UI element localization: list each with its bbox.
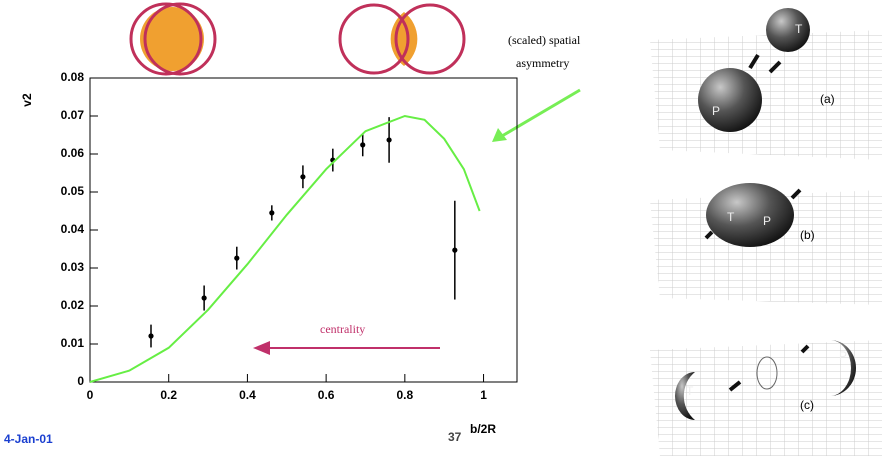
x-axis-label: b/2R: [470, 422, 496, 436]
y-tick-label: 0.03: [61, 260, 85, 274]
arrows: [253, 88, 581, 355]
y-tick-label: 0.06: [61, 146, 85, 160]
x-tick-label: 0.8: [396, 388, 413, 402]
nucleus-label: P: [839, 349, 847, 363]
x-tick-label: 0.2: [160, 388, 177, 402]
data-point: [360, 142, 366, 148]
x-tick-label: 0.4: [239, 388, 256, 402]
data-point: [234, 255, 240, 261]
page-number: 37: [448, 430, 462, 444]
plot-frame: [89, 77, 518, 383]
nucleus-label: P: [712, 104, 720, 118]
data-point: [452, 247, 458, 253]
nucleus-label: T: [686, 384, 694, 398]
panel-label: (b): [800, 228, 815, 242]
collision-panels: T P T P T P (a) (b) (c): [650, 8, 882, 456]
overlap-diagrams: [129, 2, 466, 76]
data-point: [148, 333, 154, 339]
y-tick-label: 0.04: [61, 222, 85, 236]
annotation: (scaled) spatial: [508, 33, 581, 47]
y-tick-label: 0.08: [61, 70, 85, 84]
x-tick-label: 0: [87, 388, 94, 402]
data-point: [269, 210, 275, 216]
date: 4-Jan-01: [4, 432, 53, 446]
y-tick-label: 0: [77, 374, 84, 388]
nucleus-label: T: [795, 22, 803, 36]
x-tick-label: 1: [480, 388, 487, 402]
data-point: [386, 137, 392, 143]
nucleus-label: T: [727, 210, 735, 224]
y-tick-label: 0.02: [61, 298, 85, 312]
nucleus-label: P: [763, 214, 771, 228]
y-tick-label: 0.01: [61, 336, 85, 350]
data-point: [201, 295, 207, 301]
annotation: centrality: [320, 322, 365, 336]
y-tick-label: 0.05: [61, 184, 85, 198]
panel-label: (a): [820, 92, 835, 106]
y-axis-label: v2: [20, 93, 34, 107]
data-point: [300, 174, 306, 180]
curve: [89, 114, 481, 383]
annotation: asymmetry: [516, 56, 569, 70]
x-tick-label: 0.6: [318, 388, 335, 402]
panel-label: (c): [800, 398, 814, 412]
y-tick-label: 0.07: [61, 108, 85, 122]
